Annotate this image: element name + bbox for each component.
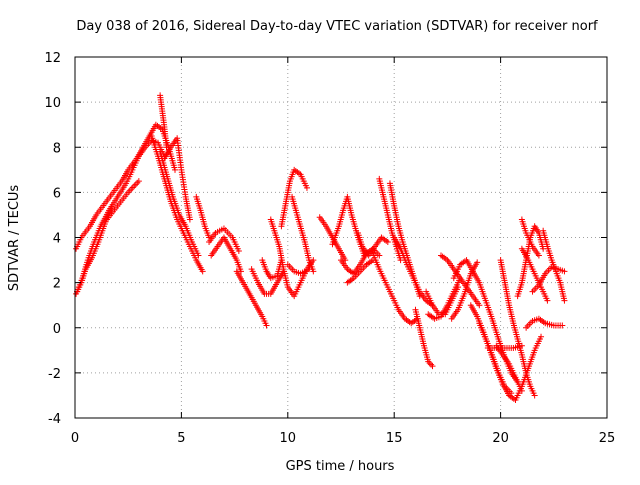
x-tick-label: 10: [280, 431, 297, 446]
data-point: [263, 322, 270, 329]
data-point: [559, 322, 566, 329]
data-point: [306, 266, 313, 273]
y-tick-label: -4: [48, 412, 61, 427]
y-tick-label: 2: [53, 277, 61, 292]
chart-title: Day 038 of 2016, Sidereal Day-to-day VTE…: [76, 19, 598, 34]
x-tick-label: 15: [386, 431, 403, 446]
data-points: [73, 92, 568, 403]
y-axis-label: SDTVAR / TECUs: [7, 185, 22, 292]
x-tick-label: 5: [177, 431, 185, 446]
data-point: [544, 297, 551, 304]
data-point: [199, 268, 206, 275]
data-point: [135, 178, 142, 185]
data-point: [429, 363, 436, 370]
data-point: [172, 166, 179, 173]
data-point: [303, 184, 310, 191]
x-axis-label: GPS time / hours: [286, 459, 395, 474]
data-point: [518, 387, 525, 394]
y-tick-label: 6: [53, 186, 61, 201]
data-point: [561, 297, 568, 304]
y-tick-label: -2: [48, 367, 61, 382]
axes: 0 5 10 15 20 25 -4 -2 0 2 4 6 8 10 12: [44, 51, 615, 446]
x-tick-label: 25: [599, 431, 616, 446]
x-tick-label: 0: [71, 431, 79, 446]
data-point: [376, 252, 383, 259]
y-tick-label: 12: [44, 51, 61, 66]
y-tick-label: 0: [53, 322, 61, 337]
data-point: [384, 239, 391, 246]
y-tick-label: 4: [53, 232, 61, 247]
data-point: [535, 252, 542, 259]
data-point: [195, 252, 202, 259]
data-point: [235, 248, 242, 255]
data-point: [476, 302, 483, 309]
data-point: [531, 392, 538, 399]
data-point: [186, 216, 193, 223]
y-tick-label: 8: [53, 141, 61, 156]
y-tick-label: 10: [44, 96, 61, 111]
data-point: [508, 390, 515, 397]
x-tick-label: 20: [492, 431, 509, 446]
data-point: [561, 268, 568, 275]
data-point: [474, 259, 481, 266]
data-point: [310, 268, 317, 275]
data-point: [538, 333, 545, 340]
